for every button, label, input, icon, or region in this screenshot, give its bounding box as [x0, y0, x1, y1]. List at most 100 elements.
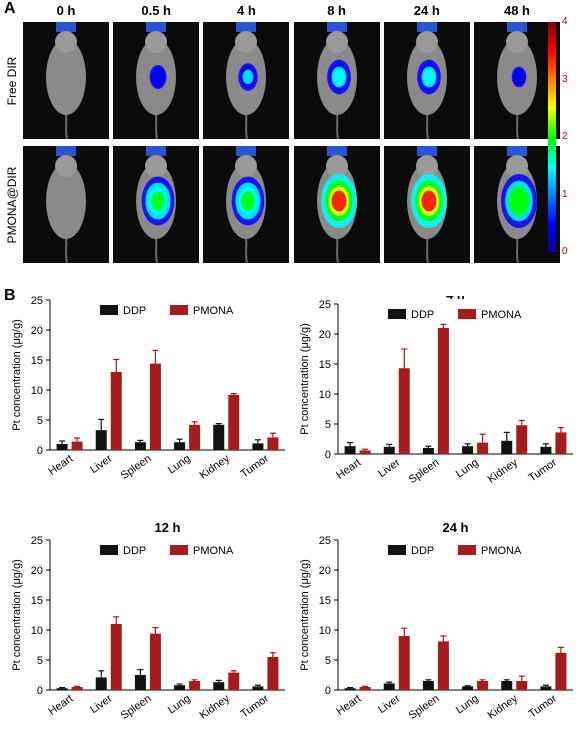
- y-tick-label: 15: [319, 595, 331, 607]
- bar-pmona: [359, 450, 371, 454]
- bar-chart-4h: 4 h 0 5 10 15 20 25 Pt concentration (μg/g) Hear…: [299, 296, 573, 486]
- y-tick-label: 5: [37, 655, 43, 667]
- mouse-head: [235, 31, 258, 53]
- colorbar-tick-label: 3: [562, 73, 568, 85]
- bar-ddp: [540, 446, 552, 454]
- fluorescence-signal: [151, 191, 166, 211]
- bar-ddp: [252, 686, 264, 690]
- x-tick-label: Liver: [376, 456, 403, 480]
- bar-ddp: [462, 446, 474, 454]
- holder-marker: [56, 22, 76, 32]
- mouse-tail: [335, 113, 339, 139]
- x-tick-label: Tumor: [239, 452, 272, 480]
- mouse-tail: [516, 237, 519, 263]
- legend-swatch: [388, 545, 406, 555]
- holder-marker: [507, 146, 527, 156]
- fluorescence-signal: [242, 69, 254, 85]
- bar-ddp: [213, 424, 225, 450]
- y-tick-label: 5: [325, 419, 331, 431]
- bar-pmona: [555, 432, 567, 454]
- y-tick-label: 10: [319, 625, 331, 637]
- x-tick-label: Liver: [88, 692, 115, 716]
- legend-swatch: [170, 545, 188, 555]
- bar-pmona: [189, 681, 201, 690]
- holder-marker: [507, 22, 527, 32]
- y-tick-label: 15: [31, 355, 43, 367]
- panel-b-letter: B: [4, 287, 16, 304]
- y-tick-label: 0: [325, 685, 331, 697]
- mouse-body: [46, 163, 86, 239]
- bar-pmona: [267, 657, 279, 690]
- bar-ddp: [252, 443, 264, 450]
- bar-pmona: [267, 437, 279, 450]
- x-tick-label: Kidney: [198, 692, 233, 721]
- bar-pmona: [359, 687, 371, 690]
- y-tick-label: 20: [31, 325, 43, 337]
- bar-pmona: [110, 624, 122, 690]
- y-tick-label: 5: [37, 415, 43, 427]
- imaging-tile: [383, 146, 470, 263]
- bar-ddp: [344, 446, 356, 454]
- y-tick-label: 25: [319, 299, 331, 311]
- bar-pmona: [398, 368, 410, 454]
- chart-title: 24 h: [442, 520, 468, 535]
- fluorescence-signal: [421, 190, 437, 212]
- y-tick-label: 25: [31, 296, 43, 307]
- bar-ddp: [422, 448, 434, 454]
- x-tick-label: Kidney: [486, 692, 521, 721]
- legend-label: PMONA: [481, 309, 522, 321]
- mouse-image: [316, 22, 357, 139]
- bar-ddp: [56, 688, 68, 690]
- fluorescence-signal: [331, 190, 347, 212]
- row-label: PMONA@DIR: [5, 166, 19, 243]
- legend-label: DDP: [411, 309, 434, 321]
- holder-marker: [326, 22, 347, 32]
- chart-title: 4 h: [446, 296, 465, 302]
- fluorescence-signal: [153, 70, 164, 84]
- fluorescence-signal: [511, 190, 527, 212]
- x-tick-label: Heart: [46, 453, 75, 478]
- bar-pmona: [149, 633, 161, 690]
- mouse-image: [406, 146, 447, 263]
- mouse-tail: [65, 113, 68, 139]
- x-tick-label: Spleen: [407, 457, 442, 486]
- time-label: 0 h: [56, 3, 76, 18]
- mouse-image: [226, 22, 267, 139]
- imaging-tile: [293, 146, 380, 263]
- bar-pmona: [228, 672, 240, 690]
- x-tick-label: Liver: [88, 452, 115, 476]
- bar-ddp: [540, 686, 552, 690]
- bar-ddp: [174, 442, 186, 450]
- legend-swatch: [100, 305, 118, 315]
- holder-marker: [146, 146, 167, 156]
- x-tick-label: Lung: [454, 693, 481, 717]
- y-tick-label: 10: [319, 389, 331, 401]
- mouse-head: [235, 155, 258, 177]
- mouse-head: [55, 31, 77, 53]
- bar-pmona: [477, 681, 489, 690]
- colorbar-tick-mark: [556, 22, 560, 23]
- time-label: 0.5 h: [141, 3, 171, 18]
- colorbar-tick-mark: [556, 194, 560, 196]
- mouse-image: [46, 146, 86, 263]
- holder-marker: [56, 146, 76, 156]
- imaging-tile: [113, 146, 200, 263]
- fluorescence-signal: [332, 68, 345, 86]
- bar-ddp: [56, 444, 68, 450]
- x-tick-label: Tumor: [527, 456, 560, 484]
- bar-pmona: [477, 442, 489, 454]
- y-tick-label: 15: [319, 359, 331, 371]
- legend-label: PMONA: [193, 305, 234, 317]
- colorbar-tick-label: 1: [562, 188, 568, 200]
- legend-swatch: [100, 545, 118, 555]
- bar-ddp: [383, 446, 395, 454]
- y-tick-label: 20: [31, 565, 43, 577]
- mouse-head: [415, 155, 438, 177]
- bar-pmona: [555, 652, 567, 690]
- x-tick-label: Heart: [46, 693, 75, 718]
- x-tick-label: Spleen: [407, 693, 442, 722]
- imaging-tile: [474, 22, 560, 139]
- mouse-tail: [155, 113, 159, 139]
- holder-marker: [236, 22, 257, 32]
- holder-marker: [236, 146, 257, 156]
